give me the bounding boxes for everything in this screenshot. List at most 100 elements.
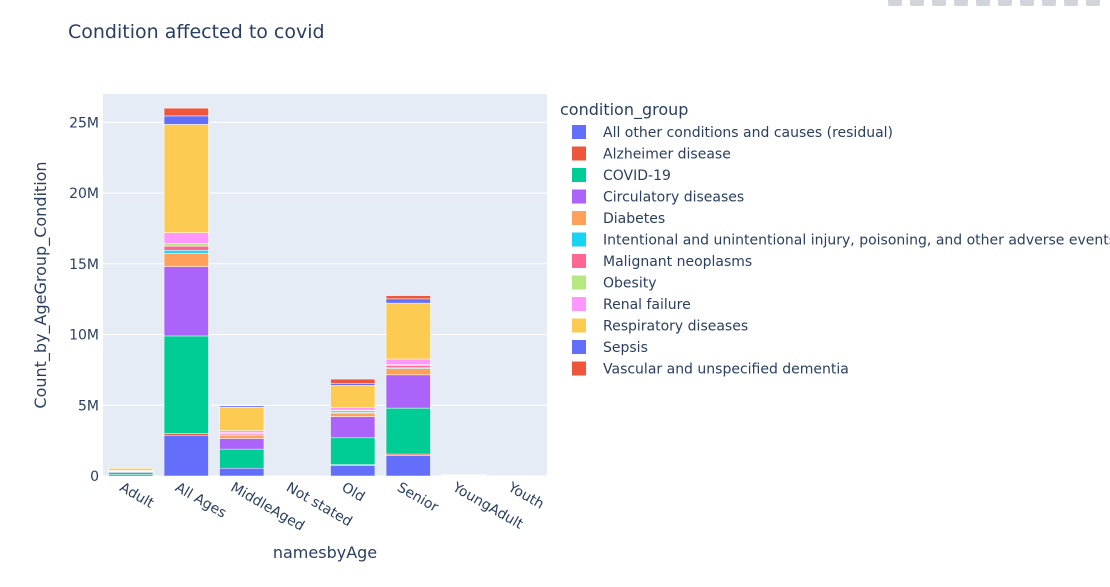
bar-segment[interactable] (163, 250, 209, 254)
bar-segment[interactable] (163, 107, 209, 117)
bar-segment[interactable] (219, 448, 265, 469)
bars-layer (108, 107, 542, 477)
y-tick-label: 5M (78, 398, 99, 414)
bar-segment[interactable] (385, 298, 431, 304)
bar-segment[interactable] (219, 435, 265, 439)
bar-segment[interactable] (330, 412, 376, 417)
zoom-out-icon[interactable] (1020, 0, 1034, 6)
legend-swatch (572, 168, 586, 182)
legend-item[interactable]: Diabetes (572, 211, 665, 227)
y-axis-title: Count_by_AgeGroup_Condition (31, 161, 51, 408)
bar-segment[interactable] (385, 368, 431, 376)
legend-label: Circulatory diseases (603, 190, 744, 206)
legend-item[interactable]: Sepsis (572, 340, 648, 356)
legend-label: Renal failure (603, 297, 691, 313)
legend-label: Diabetes (603, 211, 665, 227)
legend-label: Respiratory diseases (603, 319, 748, 335)
bar-segment[interactable] (108, 468, 154, 471)
bar-segment[interactable] (219, 438, 265, 450)
zoom-icon[interactable] (910, 0, 924, 6)
legend-title: condition_group (560, 100, 688, 120)
bar-segment[interactable] (385, 295, 431, 300)
bar-segment[interactable] (385, 455, 431, 477)
bar-segment[interactable] (219, 430, 265, 433)
legend-item[interactable]: Alzheimer disease (572, 146, 731, 163)
bar-segment[interactable] (330, 416, 376, 439)
x-tick-label: Youth (504, 479, 546, 513)
x-tick-label: Senior (394, 480, 441, 516)
legend-item[interactable]: All other conditions and causes (residua… (572, 125, 893, 141)
legend-swatch (572, 340, 586, 354)
legend-swatch (572, 125, 586, 139)
autoscale-icon[interactable] (1042, 0, 1056, 6)
y-tick-label: 15M (69, 257, 99, 273)
select-icon[interactable] (954, 0, 968, 6)
legend-swatch (572, 146, 586, 161)
bar-segment[interactable] (330, 378, 376, 384)
bar-segment[interactable] (330, 465, 376, 477)
legend-item[interactable]: Intentional and unintentional injury, po… (572, 232, 1110, 249)
reset-icon[interactable] (1064, 0, 1078, 6)
y-tick-label: 25M (69, 115, 99, 131)
bar-segment[interactable] (163, 115, 209, 125)
y-tick-labels: 0 5M 10M 15M 20M 25M (69, 115, 99, 485)
chart-title: Condition affected to covid (68, 21, 325, 43)
y-tick-label: 0 (90, 469, 99, 485)
legend-item[interactable]: Renal failure (572, 297, 691, 313)
bar-segment[interactable] (330, 407, 376, 411)
legend-item[interactable]: Vascular and unspecified dementia (572, 361, 849, 378)
zoom-in-icon[interactable] (998, 0, 1012, 6)
legend-item[interactable]: Malignant neoplasms (572, 254, 752, 270)
legend-item[interactable]: COVID-19 (572, 168, 671, 184)
bar-segment[interactable] (163, 266, 209, 337)
x-axis-title: namesbyAge (273, 543, 377, 562)
legend-label: Malignant neoplasms (603, 254, 752, 270)
x-tick-label: Adult (117, 480, 157, 512)
bar-segment[interactable] (330, 385, 376, 408)
lasso-icon[interactable] (976, 0, 990, 6)
legend-swatch (572, 232, 586, 247)
x-tick-label: Old (339, 480, 368, 506)
y-tick-label: 10M (69, 328, 99, 344)
legend-label: All other conditions and causes (residua… (603, 125, 893, 141)
bar-segment[interactable] (385, 407, 431, 455)
pan-icon[interactable] (932, 0, 946, 6)
legend: condition_group All other conditions and… (560, 100, 1110, 378)
bar-segment[interactable] (330, 383, 376, 386)
bar-segment[interactable] (163, 435, 209, 477)
legend-swatch (572, 318, 586, 333)
bar-segment[interactable] (385, 374, 431, 409)
legend-label: Sepsis (603, 340, 648, 356)
bar-segment[interactable] (163, 252, 209, 267)
legend-swatch (572, 297, 586, 311)
bar-segment[interactable] (163, 433, 209, 436)
legend-item[interactable]: Circulatory diseases (572, 189, 744, 206)
legend-label: Obesity (603, 276, 656, 292)
bar-segment[interactable] (385, 358, 431, 365)
legend-swatch (572, 275, 586, 290)
legend-item[interactable]: Respiratory diseases (572, 318, 748, 335)
bar-segment[interactable] (385, 302, 431, 360)
bar-segment[interactable] (330, 437, 376, 465)
legend-swatch (572, 211, 586, 225)
legend-item[interactable]: Obesity (572, 275, 656, 292)
legend-label: Alzheimer disease (603, 147, 731, 163)
bar-segment[interactable] (108, 472, 154, 475)
legend-swatch (572, 254, 586, 268)
bar-segment[interactable] (385, 365, 431, 368)
camera-icon[interactable] (888, 0, 902, 6)
plotly-logo-icon[interactable] (1086, 0, 1100, 6)
bar-segment[interactable] (219, 406, 265, 431)
legend-label: COVID-19 (603, 168, 671, 184)
bar-segment[interactable] (163, 243, 209, 247)
legend-label: Intentional and unintentional injury, po… (603, 233, 1110, 249)
legend-label: Vascular and unspecified dementia (603, 362, 849, 378)
bar-segment[interactable] (163, 124, 209, 233)
bar-segment[interactable] (219, 467, 265, 477)
x-tick-label: All Ages (172, 480, 229, 522)
bar-segment[interactable] (163, 335, 209, 434)
bar-segment[interactable] (163, 232, 209, 244)
bar-segment[interactable] (163, 245, 209, 251)
